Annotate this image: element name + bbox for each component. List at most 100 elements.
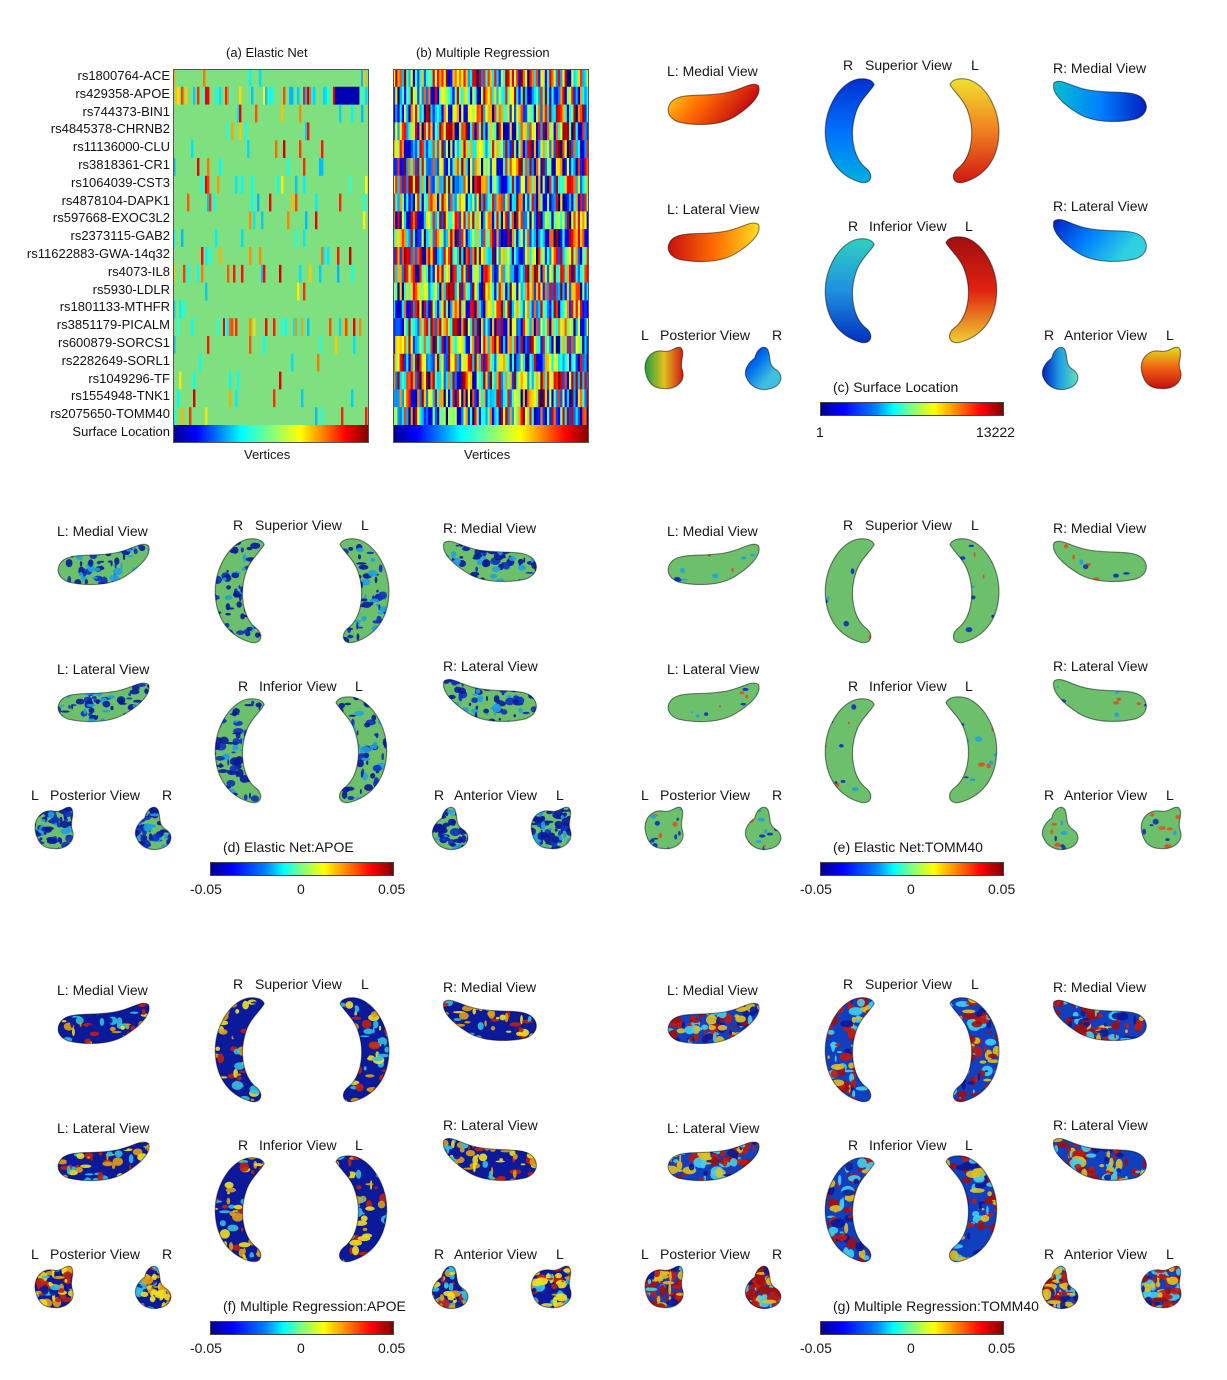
panel-g-label-inferior-r: R: [848, 1137, 859, 1153]
panel-e-inferior-r-surface: [824, 698, 875, 804]
panel-f-label-superior-l: L: [361, 976, 369, 992]
panel-e-colorbar-min: -0.05: [800, 881, 832, 897]
panel-g-title: (g) Multiple Regression:TOMM40: [833, 1298, 1039, 1314]
panel-g-l-lateral-surface: [667, 1141, 760, 1182]
panel-e-posterior-l-surface: [644, 806, 684, 850]
panel-c-colorbar: [820, 402, 1004, 416]
panel-g-colorbar-mid: 0: [907, 1340, 915, 1356]
snp-label: rs1064039-CST3: [71, 174, 170, 190]
panel-f-colorbar: [210, 1321, 394, 1335]
panel-e-label-l-medial: L: Medial View: [667, 523, 758, 539]
panel-f-superior-l-surface: [339, 997, 390, 1103]
snp-label: rs597668-EXOC3L2: [52, 210, 170, 226]
panel-g-l-medial-surface: [667, 1002, 760, 1045]
panel-g-colorbar-min: -0.05: [800, 1340, 832, 1356]
panel-f-label-anterior-r: R: [434, 1246, 445, 1262]
panel-d-colorbar-mid: 0: [297, 881, 305, 897]
panel-c-label-superior-r: R: [843, 57, 854, 73]
panel-f-inferior-l-surface: [335, 1155, 388, 1263]
panel-c-anterior-l-surface: [1140, 346, 1182, 390]
panel-d-label-anterior-l: L: [556, 787, 564, 803]
panel-e-anterior-r-surface: [1041, 806, 1079, 851]
panel-a-xlabel: Vertices: [244, 447, 291, 462]
snp-label: rs1801133-MTHFR: [59, 299, 170, 315]
panel-e-anterior-l-surface: [1140, 806, 1182, 850]
panel-f-posterior-l-surface: [34, 1265, 74, 1309]
panel-c-label-r-medial: R: Medial View: [1053, 60, 1147, 76]
panel-f-label-l-medial: L: Medial View: [57, 982, 148, 998]
panel-e-label-inferior: Inferior View: [869, 678, 947, 694]
panel-c-label-inferior-r: R: [848, 218, 859, 234]
panel-c-superior-l-surface: [949, 78, 1000, 184]
panel-g-inferior-l-surface: [945, 1155, 998, 1263]
panel-c-label-superior: Superior View: [865, 57, 952, 73]
panel-e-label-posterior: Posterior View: [660, 787, 751, 803]
panel-f-posterior-r-surface: [134, 1265, 172, 1310]
panel-f-anterior-r-surface: [431, 1265, 469, 1310]
panel-f-label-inferior-l: L: [355, 1137, 363, 1153]
panel-d-label-inferior: Inferior View: [259, 678, 337, 694]
panel-d-superior-l-surface: [339, 538, 390, 644]
panel-f-colorbar-min: -0.05: [190, 1340, 222, 1356]
panel-f-label-l-lateral: L: Lateral View: [57, 1120, 150, 1136]
snp-label: rs11136000-CLU: [72, 139, 170, 155]
heatmap-elastic-net: [173, 69, 369, 443]
panel-d-label-anterior-r: R: [434, 787, 445, 803]
panel-g-superior-r-surface: [824, 997, 875, 1103]
panel-g-posterior-r-surface: [744, 1265, 782, 1310]
panel-f-l-lateral-surface: [57, 1141, 150, 1182]
panel-g-label-l-lateral: L: Lateral View: [667, 1120, 760, 1136]
heatmap-multiple-regression: [393, 69, 589, 443]
snp-label: rs3818361-CR1: [78, 157, 170, 172]
panel-c-r-medial-surface: [1052, 80, 1147, 123]
snp-label: rs4878104-DAPK1: [61, 192, 170, 208]
snp-label: rs600879-SORCS1: [58, 335, 170, 350]
panel-f-label-superior: Superior View: [255, 976, 342, 992]
panel-c-colorbar-max: 13222: [976, 424, 1015, 440]
panel-e-title: (e) Elastic Net:TOMM40: [833, 839, 983, 855]
panel-e-colorbar: [820, 862, 1004, 876]
panel-g-inferior-r-surface: [824, 1157, 875, 1263]
snp-label: rs1554948-TNK1: [71, 388, 170, 404]
panel-e-colorbar-max: 0.05: [988, 881, 1016, 897]
panel-d-inferior-l-surface: [335, 696, 388, 804]
panel-d-colorbar-min: -0.05: [190, 881, 222, 897]
panel-g-label-r-lateral: R: Lateral View: [1053, 1117, 1148, 1133]
panel-d-r-medial-surface: [442, 540, 537, 583]
panel-g-label-r-medial: R: Medial View: [1053, 979, 1147, 995]
panel-c-label-superior-l: L: [971, 57, 979, 73]
panel-e-label-superior-r: R: [843, 517, 854, 533]
panel-c-posterior-l-surface: [644, 346, 684, 390]
panel-c-l-lateral-surface: [667, 222, 760, 263]
panel-e-inferior-l-surface: [945, 696, 998, 804]
panel-e-label-superior-l: L: [971, 517, 979, 533]
panel-g-label-superior-r: R: [843, 976, 854, 992]
panel-e-label-anterior-l: L: [1166, 787, 1174, 803]
panel-c-anterior-r-surface: [1041, 346, 1079, 391]
panel-f-label-r-medial: R: Medial View: [443, 979, 537, 995]
panel-e-label-inferior-r: R: [848, 678, 859, 694]
panel-c-label-anterior-r: R: [1044, 327, 1055, 343]
panel-f-colorbar-mid: 0: [297, 1340, 305, 1356]
panel-g-label-inferior: Inferior View: [869, 1137, 947, 1153]
panel-e-label-r-medial: R: Medial View: [1053, 520, 1147, 536]
panel-d-superior-r-surface: [214, 538, 265, 644]
panel-c-colorbar-min: 1: [816, 424, 824, 440]
panel-c-title: (c) Surface Location: [833, 379, 959, 395]
snp-label: rs2282649-SORL1: [61, 352, 170, 368]
panel-g-anterior-r-surface: [1041, 1265, 1079, 1310]
panel-f-label-anterior: Anterior View: [454, 1246, 538, 1262]
panel-c-label-anterior: Anterior View: [1064, 327, 1148, 343]
panel-c-r-lateral-surface: [1052, 218, 1147, 262]
panel-e-label-anterior: Anterior View: [1064, 787, 1148, 803]
panel-g-label-inferior-l: L: [965, 1137, 973, 1153]
panel-d-l-medial-surface: [57, 543, 150, 586]
panel-c-label-posterior-r: R: [772, 327, 783, 343]
panel-g-label-anterior-r: R: [1044, 1246, 1055, 1262]
panel-c-label-posterior: Posterior View: [660, 327, 751, 343]
panel-d-label-superior: Superior View: [255, 517, 342, 533]
panel-e-l-lateral-surface: [667, 682, 760, 723]
panel-g-r-lateral-surface: [1052, 1137, 1147, 1181]
panel-c-label-r-lateral: R: Lateral View: [1053, 198, 1148, 214]
panel-g-posterior-l-surface: [644, 1265, 684, 1309]
